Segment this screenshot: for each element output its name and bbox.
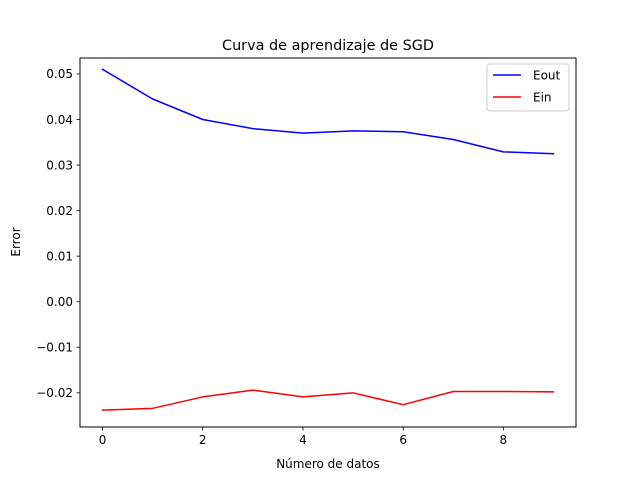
- y-tick-label: 0.02: [46, 204, 73, 218]
- x-axis-label: Número de datos: [276, 457, 380, 471]
- x-tick-label: 6: [399, 433, 407, 447]
- x-tick-label: 0: [99, 433, 107, 447]
- y-tick-label: 0.04: [46, 113, 73, 127]
- x-tick-label: 8: [500, 433, 508, 447]
- series-line-ein: [101, 389, 555, 411]
- y-tick-label: 0.00: [46, 295, 73, 309]
- series-line-eout: [101, 68, 555, 155]
- x-axis: 0 2 4 6 8: [99, 427, 507, 447]
- x-tick-label: 2: [199, 433, 207, 447]
- legend-label-ein: Ein: [533, 91, 552, 105]
- y-tick-label: −0.01: [36, 341, 73, 355]
- x-tick-label: 4: [299, 433, 307, 447]
- plot-area-frame: [79, 57, 577, 428]
- y-tick-label: 0.01: [46, 249, 73, 263]
- legend: Eout Ein: [486, 63, 570, 112]
- y-axis-label: Error: [9, 227, 23, 256]
- series-layer: [101, 68, 555, 411]
- chart-title: Curva de aprendizaje de SGD: [222, 38, 434, 54]
- y-tick-label: −0.02: [36, 386, 73, 400]
- y-tick-label: 0.05: [46, 67, 73, 81]
- y-axis: −0.02 −0.01 0.00 0.01 0.02 0.03 0.04 0.05: [36, 67, 80, 400]
- y-tick-label: 0.03: [46, 158, 73, 172]
- legend-label-eout: Eout: [533, 69, 561, 83]
